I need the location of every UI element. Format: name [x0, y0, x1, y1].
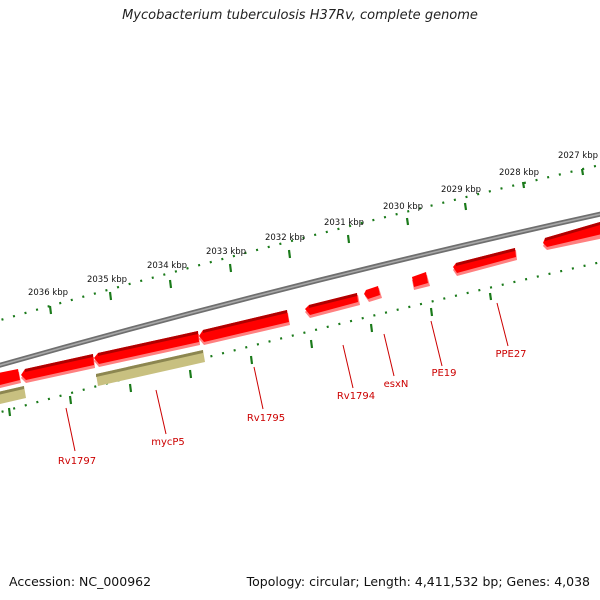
outer-major-ticks	[48, 168, 585, 315]
tick-label-2034: 2034 kbp	[147, 261, 187, 271]
gene-block-rv1795[interactable]	[199, 310, 290, 345]
map-title: Mycobacterium tuberculosis H37Rv, comple…	[122, 8, 478, 23]
tick-label-2035: 2035 kbp	[87, 275, 127, 285]
tick-label-2027: 2027 kbp	[558, 151, 598, 161]
gene-block-left-edge[interactable]	[0, 369, 21, 388]
gene-label-ppe27[interactable]: PPE27	[495, 349, 526, 360]
gene-label-rv1795[interactable]: Rv1795	[247, 413, 285, 424]
gene-block-esxN[interactable]	[364, 286, 382, 302]
label-leader-lines	[65, 302, 509, 452]
gene-block-ppe27-right[interactable]	[543, 222, 600, 250]
gene-blocks	[0, 222, 600, 388]
gene-block-rv1797[interactable]	[21, 354, 95, 383]
tick-label-2028: 2028 kbp	[499, 168, 539, 178]
tick-label-2031: 2031 kbp	[324, 218, 364, 228]
pseudogene-mycP5-block[interactable]	[96, 350, 205, 386]
genome-summary-text: Topology: circular; Length: 4,411,532 bp…	[246, 574, 590, 589]
accession-text: Accession: NC_000962	[9, 574, 152, 589]
tick-label-2032: 2032 kbp	[265, 233, 305, 243]
gene-block-rv1794[interactable]	[305, 293, 360, 318]
gene-block-mycP5[interactable]	[94, 331, 200, 367]
tick-label-2033: 2033 kbp	[206, 247, 246, 257]
inner-major-ticks	[7, 292, 493, 417]
gene-label-pe19[interactable]: PE19	[431, 368, 456, 379]
gene-block-ppe27[interactable]	[453, 248, 517, 276]
tick-label-2030: 2030 kbp	[383, 202, 423, 212]
tick-label-2036: 2036 kbp	[28, 288, 68, 298]
gene-label-rv1794[interactable]: Rv1794	[337, 391, 375, 402]
gene-label-esxN[interactable]: esxN	[384, 379, 409, 390]
gene-block-pe19[interactable]	[412, 272, 430, 290]
outer-tick-line	[0, 163, 600, 322]
tick-label-2029: 2029 kbp	[441, 185, 481, 195]
gene-label-mycP5[interactable]: mycP5	[151, 437, 185, 448]
pseudogene-left-block[interactable]	[0, 386, 26, 404]
gene-label-rv1797[interactable]: Rv1797	[58, 456, 96, 467]
